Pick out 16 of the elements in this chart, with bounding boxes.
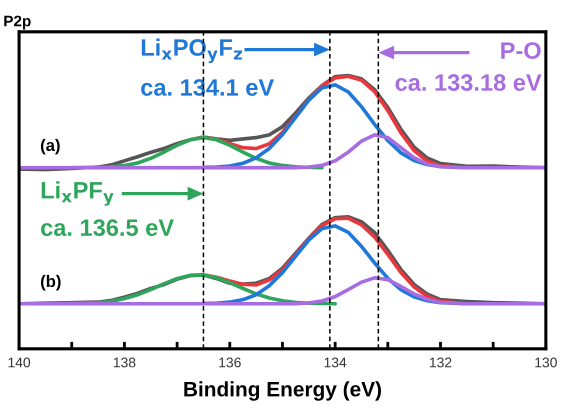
x-tick-label: 132 bbox=[430, 358, 452, 368]
chart-title: P2p bbox=[4, 16, 31, 30]
text: P-O bbox=[501, 42, 541, 59]
x-axis-title: Binding Energy (eV) bbox=[184, 381, 381, 401]
x-tick-label: 134 bbox=[324, 358, 346, 368]
x-tick-label: 138 bbox=[114, 358, 136, 368]
annotation: ca. 136.5 eV bbox=[41, 219, 174, 236]
x-tick-label: 130 bbox=[535, 358, 557, 368]
annotation: (b) bbox=[40, 274, 61, 290]
x-tick-label: 140 bbox=[8, 358, 30, 368]
annotation: ca. 133.18 eV bbox=[396, 74, 542, 91]
annotation: Li$_{x}$PF$_{y}$ bbox=[42, 181, 114, 206]
x-tick-label: 136 bbox=[219, 358, 241, 368]
annotation: ca. 134.1 eV bbox=[141, 79, 274, 96]
annotation: (a) bbox=[40, 138, 60, 154]
text: Li$_{x}$PO$_{y}$F$_{z}$ bbox=[142, 38, 242, 64]
